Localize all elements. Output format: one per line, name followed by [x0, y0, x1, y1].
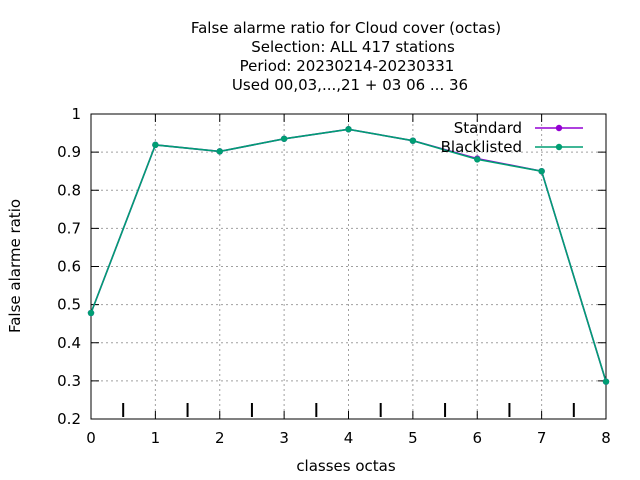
- plot-frame: [90, 113, 607, 420]
- x-tick-label: 7: [537, 429, 547, 447]
- title-line-2: Selection: ALL 417 stations: [251, 38, 455, 56]
- title-line-4: Used 00,03,...,21 + 03 06 ... 36: [232, 76, 468, 94]
- x-axis-label: classes octas: [296, 457, 396, 475]
- y-tick-label: 0.3: [57, 372, 81, 390]
- data-point: [152, 141, 159, 149]
- x-tick-label: 1: [151, 429, 161, 447]
- grid: [91, 114, 606, 419]
- data-point: [345, 126, 352, 133]
- y-tick-label: 0.5: [57, 296, 81, 314]
- data-point: [280, 135, 288, 142]
- data-point: [216, 148, 223, 155]
- legend-label: Standard: [454, 119, 522, 137]
- x-axis-ticks: 0 1 2 3 4 5 6 7 8: [86, 114, 611, 447]
- y-axis-label: False alarme ratio: [6, 199, 24, 333]
- y-tick-label: 0.7: [57, 219, 81, 237]
- legend-marker: [555, 143, 563, 151]
- y-tick-label: 0.9: [57, 143, 81, 161]
- series: [87, 126, 610, 385]
- x-tick-label: 5: [408, 429, 418, 447]
- x-tick-label: 4: [344, 429, 354, 447]
- y-tick-label: 0.2: [57, 410, 81, 428]
- data-point: [409, 137, 417, 144]
- title-line-3: Period: 20230214-20230331: [240, 57, 455, 75]
- x-tick-label: 3: [279, 429, 289, 447]
- x-tick-label: 0: [86, 429, 96, 447]
- legend-marker: [555, 124, 563, 132]
- data-point: [602, 378, 610, 385]
- title-line-1: False alarme ratio for Cloud cover (octa…: [191, 19, 501, 37]
- y-axis-ticks: 0.2 0.3 0.4 0.5 0.6 0.7 0.8 0.9 1: [57, 105, 606, 428]
- x-tick-label: 8: [601, 429, 611, 447]
- chart-title: False alarme ratio for Cloud cover (octa…: [191, 19, 501, 94]
- y-tick-label: 0.6: [57, 258, 81, 276]
- y-tick-label: 0.4: [57, 334, 81, 352]
- y-tick-label: 0.8: [57, 181, 81, 199]
- data-point: [87, 309, 95, 317]
- class-boundary-marks: [122, 403, 575, 417]
- data-point: [538, 167, 545, 175]
- x-tick-label: 2: [215, 429, 225, 447]
- y-tick-label: 1: [71, 105, 81, 123]
- x-tick-label: 6: [472, 429, 482, 447]
- legend-label: Blacklisted: [441, 138, 522, 156]
- data-point: [474, 156, 481, 163]
